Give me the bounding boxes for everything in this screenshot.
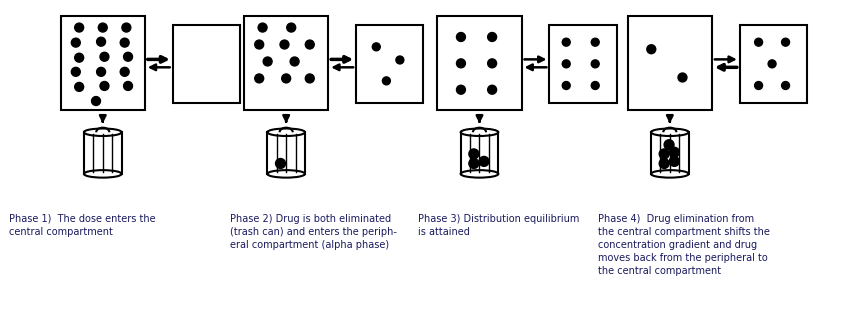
Ellipse shape [267, 128, 305, 136]
Circle shape [563, 38, 570, 46]
Circle shape [287, 23, 296, 32]
Ellipse shape [651, 128, 689, 136]
Circle shape [754, 81, 763, 90]
Circle shape [488, 85, 496, 94]
Circle shape [488, 33, 496, 42]
Circle shape [75, 23, 83, 32]
Circle shape [488, 59, 496, 68]
Ellipse shape [84, 128, 122, 136]
Circle shape [659, 158, 669, 168]
Ellipse shape [461, 170, 499, 178]
Circle shape [100, 81, 109, 90]
Text: Phase 3) Distribution equilibrium
is attained: Phase 3) Distribution equilibrium is att… [418, 213, 579, 237]
Bar [740, 25, 807, 102]
Circle shape [276, 158, 285, 168]
Circle shape [678, 73, 687, 82]
Circle shape [305, 40, 315, 49]
Circle shape [469, 149, 479, 159]
Bar [172, 25, 240, 102]
Circle shape [479, 156, 489, 166]
Circle shape [282, 74, 291, 83]
Circle shape [781, 38, 790, 46]
Circle shape [781, 81, 790, 90]
Circle shape [120, 67, 130, 76]
Ellipse shape [84, 170, 122, 178]
Bar [437, 16, 521, 110]
Text: Phase 2) Drug is both eliminated
(trash can) and enters the periph-
eral compart: Phase 2) Drug is both eliminated (trash … [230, 213, 397, 250]
Circle shape [75, 82, 83, 91]
Circle shape [669, 147, 680, 157]
Circle shape [124, 81, 133, 90]
Circle shape [457, 33, 465, 42]
Circle shape [255, 40, 264, 49]
Circle shape [255, 74, 264, 83]
Bar [627, 16, 712, 110]
Ellipse shape [651, 170, 689, 178]
Circle shape [97, 37, 105, 46]
Circle shape [383, 77, 390, 85]
Bar [356, 25, 424, 102]
Circle shape [396, 56, 404, 64]
Circle shape [120, 38, 130, 47]
Bar [61, 16, 145, 110]
Bar [651, 132, 689, 174]
Circle shape [591, 38, 599, 46]
Circle shape [768, 60, 776, 68]
Circle shape [754, 38, 763, 46]
Ellipse shape [267, 170, 305, 178]
Bar [244, 16, 328, 110]
Bar [549, 25, 616, 102]
Circle shape [280, 40, 289, 49]
Circle shape [97, 67, 105, 76]
Text: Phase 1)  The dose enters the
central compartment: Phase 1) The dose enters the central com… [8, 213, 156, 237]
Circle shape [98, 23, 107, 32]
Circle shape [75, 53, 83, 62]
Circle shape [263, 57, 272, 66]
Circle shape [591, 60, 599, 68]
Circle shape [563, 60, 570, 68]
Circle shape [647, 45, 656, 54]
Text: Phase 4)  Drug elimination from
the central compartment shifts the
concentration: Phase 4) Drug elimination from the centr… [599, 213, 770, 276]
Bar [461, 132, 499, 174]
Circle shape [290, 57, 299, 66]
Circle shape [457, 59, 465, 68]
Circle shape [664, 140, 674, 150]
Circle shape [92, 97, 100, 106]
Circle shape [373, 43, 380, 51]
Circle shape [591, 81, 599, 90]
Circle shape [457, 85, 465, 94]
Circle shape [100, 52, 109, 61]
Circle shape [669, 156, 680, 166]
Circle shape [659, 149, 669, 159]
Ellipse shape [461, 128, 499, 136]
Circle shape [305, 74, 315, 83]
Circle shape [469, 158, 479, 168]
Circle shape [124, 52, 133, 61]
Bar [84, 132, 122, 174]
Circle shape [563, 81, 570, 90]
Circle shape [122, 23, 131, 32]
Circle shape [71, 67, 80, 76]
Circle shape [258, 23, 267, 32]
Bar [267, 132, 305, 174]
Circle shape [71, 38, 80, 47]
